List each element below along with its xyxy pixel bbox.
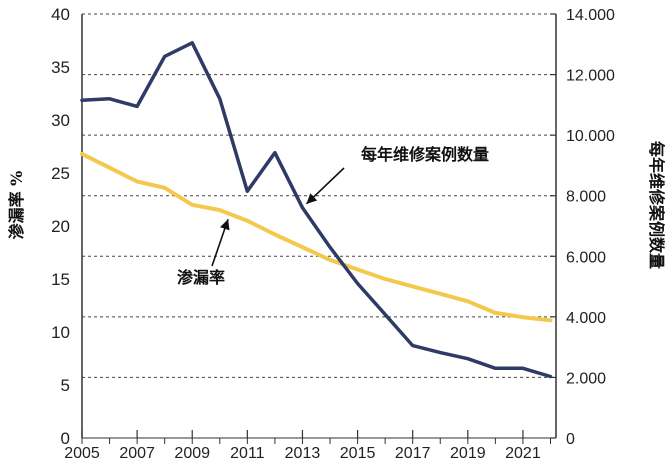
annotation-leak: 渗漏率 [177,268,225,287]
right-tick-label: 4.000 [566,310,606,327]
arrow-leak-head [220,219,230,231]
right-tick-label: 10.000 [566,128,615,145]
left-tick-label: 10 [51,323,70,342]
left-axis-label: 渗漏率 % [7,171,26,240]
x-ticks: 2005 2007 2009 2011 2013 2015 2017 2019 2021 [64,430,551,462]
x-tick-label: 2009 [174,445,210,462]
x-tick-label: 2011 [230,445,265,462]
right-tick-label: 12.000 [566,68,615,85]
annotation-repairs: 每年维修案例数量 [361,145,489,164]
x-tick-label: 2015 [340,445,376,462]
right-tick-label: 8.000 [566,189,606,206]
x-tick-label: 2005 [64,445,100,462]
left-tick-label: 0 [61,429,70,448]
annotation-bg-leak [128,262,252,292]
annotation-bg-repairs [338,140,514,168]
right-tick-label: 0 [566,431,575,448]
leak-rate-line [80,151,553,323]
left-y-ticks: 0 5 10 15 20 25 30 35 40 [51,5,70,448]
repair-count-line [80,41,553,379]
left-tick-label: 5 [61,376,70,395]
left-tick-label: 15 [51,270,70,289]
left-tick-label: 25 [51,164,70,183]
annotations: 每年维修案例数量 渗漏率 [128,140,514,292]
right-axis-label: 每年维修案例数量 [647,141,666,269]
right-tick-label: 6.000 [566,249,606,266]
left-tick-label: 20 [51,217,70,236]
left-tick-label: 30 [51,111,70,130]
series [80,41,553,379]
arrow-repairs-head [306,193,318,204]
x-tick-label: 2007 [119,445,155,462]
right-y-ticks: 0 2.000 4.000 6.000 8.000 10.000 12.000 14.000 [550,7,615,448]
left-tick-label: 40 [51,5,70,24]
annotation-arrows [211,167,345,267]
right-tick-label: 2.000 [566,370,606,387]
x-tick-label: 2017 [395,445,431,462]
x-tick-label: 2019 [450,445,486,462]
right-tick-label: 14.000 [566,7,615,24]
gridlines [82,13,556,378]
x-tick-label: 2021 [505,445,541,462]
axes [81,14,557,439]
x-tick-label: 2013 [285,445,321,462]
left-tick-label: 35 [51,58,70,77]
